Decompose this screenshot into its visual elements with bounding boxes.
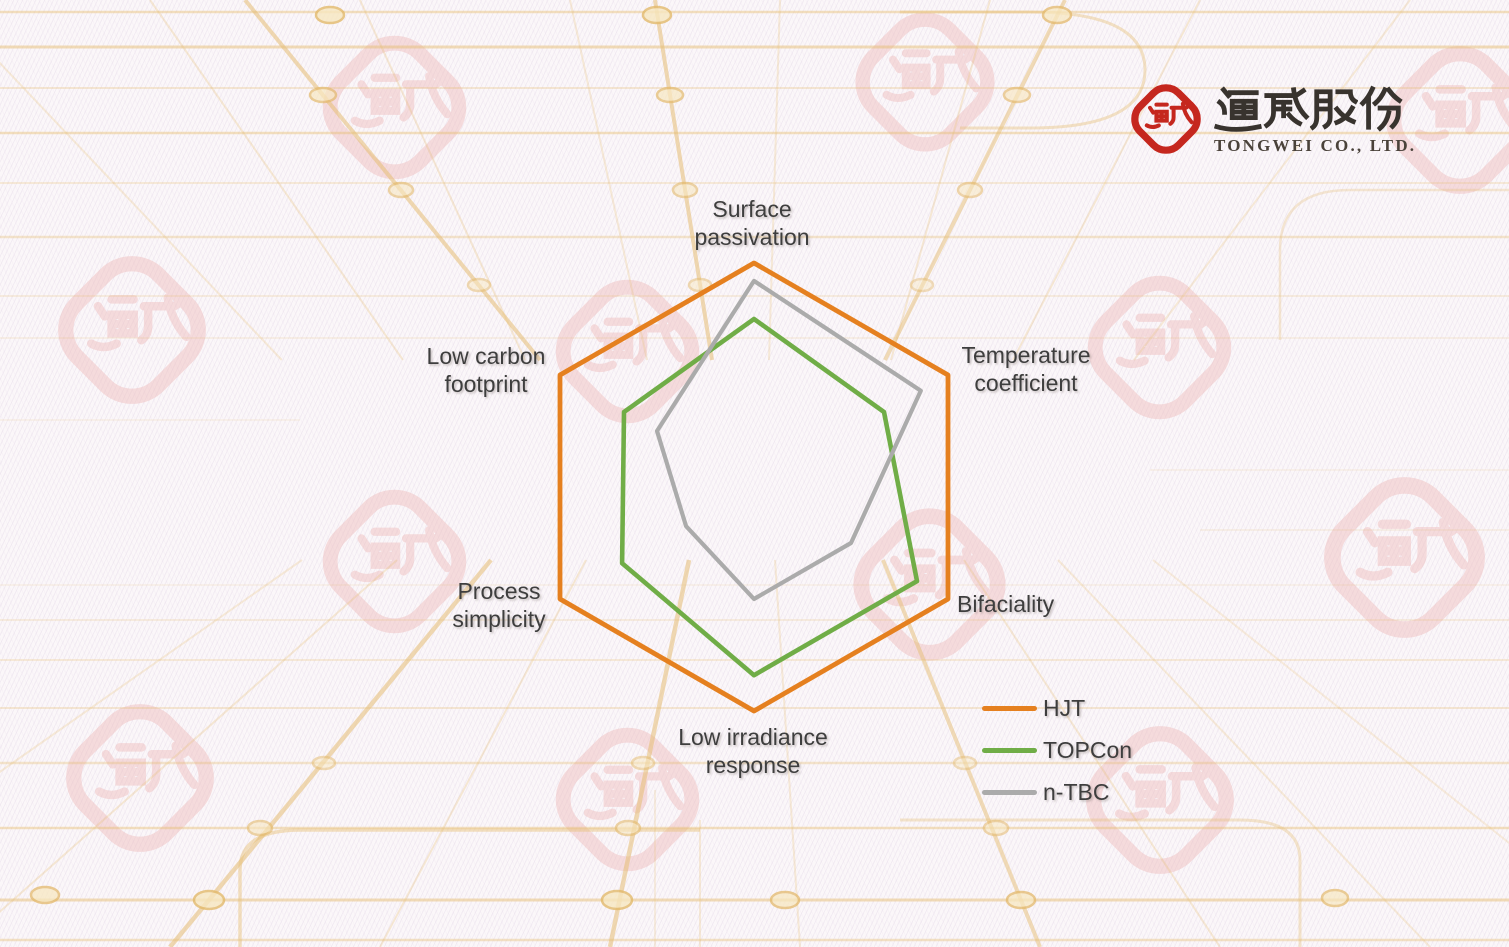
legend-swatch-ntbc bbox=[982, 789, 1037, 795]
legend: HJT TOPCon n-TBC bbox=[982, 687, 1132, 813]
legend-item-hjt: HJT bbox=[982, 687, 1132, 729]
legend-swatch-hjt bbox=[982, 705, 1037, 711]
legend-item-topcon: TOPCon bbox=[982, 729, 1132, 771]
company-name-en: TONGWEI CO., LTD. bbox=[1214, 136, 1417, 155]
legend-item-ntbc: n-TBC bbox=[982, 771, 1132, 813]
legend-label-ntbc: n-TBC bbox=[1043, 778, 1110, 805]
legend-swatch-topcon bbox=[982, 747, 1037, 753]
legend-label-topcon: TOPCon bbox=[1043, 736, 1133, 763]
company-name-block: 通威股份 TONGWEI CO., LTD. bbox=[1214, 79, 1416, 156]
radar-series-hjt bbox=[557, 260, 951, 714]
circuit-nodes bbox=[29, 5, 1350, 911]
company-name-cn: 通威股份 bbox=[1214, 133, 1215, 134]
radar-series-topcon bbox=[619, 316, 920, 678]
company-name-cn-glyphs bbox=[1214, 85, 1406, 133]
company-logo: 通威 通威股份 TONGWEI CO., LTD. bbox=[1126, 79, 1416, 159]
tongwei-seal-icon bbox=[1126, 79, 1206, 159]
legend-label-hjt: HJT bbox=[1043, 694, 1086, 721]
radar-series-n-tbc bbox=[654, 278, 923, 602]
